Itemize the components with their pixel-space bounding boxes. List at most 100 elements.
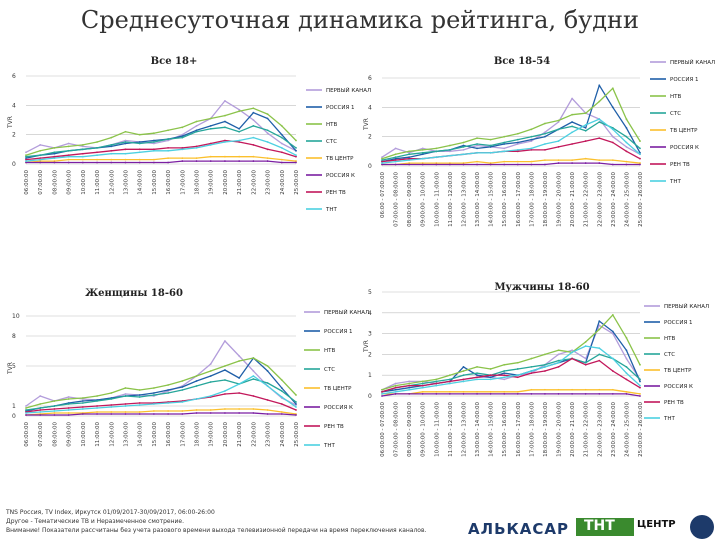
data-point (557, 159, 560, 162)
data-point (408, 150, 411, 153)
data-point (252, 357, 255, 359)
data-point (110, 411, 113, 413)
x-tick-label: 11:00:00 - 12:00:00 (448, 172, 454, 227)
data-point (516, 141, 519, 144)
data-point (476, 144, 478, 147)
data-point (238, 127, 241, 130)
data-point (435, 163, 438, 166)
data-point (530, 160, 533, 163)
data-point (476, 378, 478, 381)
legend-label: ТВ ЦЕНТР (669, 128, 698, 134)
data-point (39, 160, 42, 162)
data-point (181, 135, 184, 138)
x-tick-label: 20:00:00 - 21:00:00 (570, 172, 576, 227)
data-point (489, 151, 492, 154)
data-point (394, 388, 397, 391)
data-point (81, 408, 84, 410)
y-tick-label: 10 (12, 313, 20, 320)
data-point (584, 112, 587, 115)
data-point (209, 375, 212, 377)
data-point (544, 159, 546, 162)
x-tick-label: 19:00:00 - 20:00:00 (557, 172, 563, 227)
data-point (598, 328, 601, 331)
data-point (152, 387, 155, 389)
data-point (571, 143, 574, 145)
data-point (181, 413, 184, 415)
data-point (39, 414, 42, 416)
data-point (280, 390, 283, 392)
data-point (195, 120, 198, 123)
data-point (611, 313, 614, 316)
x-tick-label: 15:00:00 (152, 170, 158, 195)
data-point (584, 126, 587, 129)
data-point (557, 393, 560, 395)
x-tick-label: 23:00:00 - 24:00:00 (611, 172, 617, 227)
data-point (611, 370, 614, 372)
data-point (476, 393, 478, 395)
data-point (224, 120, 226, 123)
data-point (462, 162, 465, 164)
data-point (266, 370, 269, 372)
data-point (195, 409, 198, 411)
data-point (448, 382, 451, 385)
data-point (195, 130, 198, 133)
data-point (489, 393, 492, 395)
data-point (152, 158, 155, 161)
data-point (252, 408, 255, 410)
data-point (195, 145, 198, 148)
chart-panel-all-18plus: Все 18+ 0 2 4 6 TVR 06:00:00 07:00:00 08:00:00 09… (4, 50, 371, 258)
data-point (408, 382, 411, 385)
data-point (152, 149, 155, 152)
data-point (584, 157, 587, 160)
data-point (224, 393, 226, 395)
data-point (516, 160, 519, 163)
data-point (530, 388, 533, 391)
data-point (584, 162, 587, 164)
x-tick-label: 09:00:00 (67, 422, 73, 447)
data-point (598, 118, 601, 120)
data-point (462, 390, 465, 393)
chart-title: Все 18-54 (494, 56, 550, 67)
data-point (181, 160, 184, 162)
x-tick-label: 09:00:00 (67, 170, 73, 195)
data-point (598, 100, 601, 103)
legend-label: НТВ (326, 122, 337, 128)
data-point (544, 135, 546, 138)
data-point (266, 409, 269, 411)
series-line (25, 357, 297, 412)
data-point (124, 139, 127, 142)
data-point (67, 155, 70, 158)
x-tick-label: 20:00:00 - 21:00:00 (570, 402, 576, 457)
data-point (489, 374, 492, 377)
data-point (167, 146, 170, 149)
data-point (584, 341, 587, 343)
x-tick-label: 13:00:00 (123, 422, 129, 447)
data-point (280, 124, 283, 127)
y-tick-label: 5 (368, 289, 372, 296)
y-tick-label: 6 (12, 73, 16, 80)
data-point (408, 157, 411, 160)
data-point (408, 388, 411, 391)
data-point (280, 413, 283, 415)
data-point (611, 159, 614, 162)
data-point (280, 161, 283, 164)
data-point (435, 380, 438, 383)
data-point (81, 406, 84, 408)
y-tick-label: 0 (368, 393, 372, 400)
x-tick-label: 13:00:00 (123, 170, 129, 195)
legend-label: СТС (326, 139, 337, 145)
data-point (39, 411, 42, 413)
data-point (448, 393, 451, 395)
data-point (280, 133, 283, 136)
x-tick-label: 13:00:00 - 14:00:00 (475, 172, 481, 227)
data-point (516, 150, 519, 153)
data-point (67, 414, 70, 416)
data-point (25, 414, 27, 416)
x-tick-label: 20:00:00 (223, 422, 229, 447)
data-point (224, 126, 226, 129)
data-point (238, 130, 241, 133)
legend-label: СТС (324, 367, 335, 373)
data-point (421, 147, 424, 150)
data-point (611, 135, 614, 138)
data-point (181, 401, 184, 403)
